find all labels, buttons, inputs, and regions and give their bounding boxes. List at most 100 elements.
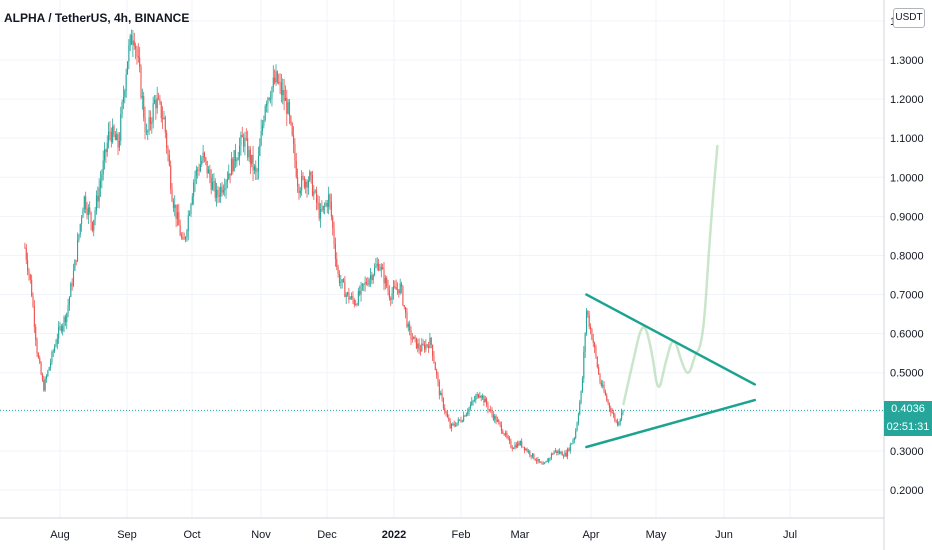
candle-body xyxy=(44,378,46,391)
candle-body xyxy=(180,235,183,238)
candle-body xyxy=(583,351,585,379)
candle-body xyxy=(108,131,110,143)
candle-body xyxy=(112,126,114,143)
candle-body xyxy=(63,316,65,326)
currency-unit-button[interactable]: USDT xyxy=(893,8,925,28)
candle-body xyxy=(517,442,519,448)
candle-body xyxy=(330,201,332,217)
candle-body xyxy=(101,174,103,182)
candle-body xyxy=(352,295,354,300)
candle-body xyxy=(411,338,413,340)
candle-body xyxy=(120,113,122,141)
time-tick-label: Mar xyxy=(511,529,530,541)
candle-body xyxy=(618,421,620,426)
candle-body xyxy=(225,181,227,189)
candle-body xyxy=(546,460,548,462)
candle-body xyxy=(139,57,141,67)
candle-body xyxy=(66,313,68,323)
candle-body xyxy=(68,297,71,306)
candle-body xyxy=(509,438,511,441)
candle-body xyxy=(407,324,409,327)
candle-body xyxy=(572,440,574,444)
candle-body xyxy=(133,40,135,46)
candle-body xyxy=(124,90,126,98)
candle-body xyxy=(95,195,98,211)
candle-body xyxy=(367,283,369,285)
candle-body xyxy=(482,395,484,398)
candle-body xyxy=(87,207,89,216)
candle-body xyxy=(418,343,420,350)
candle-body xyxy=(282,89,284,96)
candle-body xyxy=(434,362,436,371)
triangle-upper-line[interactable] xyxy=(585,293,757,386)
candle-body xyxy=(97,195,99,202)
time-tick-label: Nov xyxy=(251,529,271,541)
candle-body xyxy=(538,459,540,462)
candle-body xyxy=(395,287,397,290)
candle-body xyxy=(135,45,137,49)
price-tick-label: 1.1000 xyxy=(890,133,924,145)
candle-body xyxy=(195,169,197,177)
candle-body xyxy=(608,403,611,409)
candle-body xyxy=(490,409,492,411)
candle-body xyxy=(216,189,218,198)
candle-body xyxy=(60,326,62,332)
candle-body xyxy=(159,99,161,102)
candle-body xyxy=(151,121,153,124)
candle-body xyxy=(207,169,210,174)
price-tick-label: 0.3000 xyxy=(890,446,924,458)
candle-body xyxy=(467,411,469,414)
candle-body xyxy=(153,99,156,104)
candle-body xyxy=(592,339,594,343)
candle-body xyxy=(341,279,343,283)
candle-body xyxy=(347,292,349,295)
candle-body xyxy=(85,196,87,210)
candle-body xyxy=(267,98,269,105)
candle-body xyxy=(476,394,478,397)
candle-body xyxy=(359,290,361,295)
candle-body xyxy=(132,40,134,45)
candle-body xyxy=(449,421,451,429)
candle-body xyxy=(171,189,173,202)
candle-body xyxy=(463,415,465,421)
price-tick-label: 0.5000 xyxy=(890,368,924,380)
candle-body xyxy=(351,295,353,299)
candle-body xyxy=(210,177,212,190)
candle-body xyxy=(294,144,296,161)
candle-body xyxy=(48,367,50,371)
candle-body xyxy=(345,294,347,297)
candle-body xyxy=(379,269,381,271)
candle-body xyxy=(214,181,216,198)
candle-body xyxy=(179,225,181,236)
candle-body xyxy=(587,310,589,316)
candle-body xyxy=(413,336,415,340)
candle-body xyxy=(131,35,133,45)
candle-body xyxy=(483,395,485,403)
candle-body xyxy=(436,370,438,375)
candle-body xyxy=(91,222,93,231)
candle-body xyxy=(500,424,503,432)
candle-body xyxy=(302,175,304,178)
candle-body xyxy=(536,460,538,462)
candle-body xyxy=(182,237,184,239)
candle-body xyxy=(240,134,242,146)
candle-body xyxy=(59,326,61,328)
candle-body xyxy=(344,281,346,297)
candle-body xyxy=(284,97,287,101)
candle-body xyxy=(375,265,377,268)
candle-body xyxy=(444,407,446,412)
candle-body xyxy=(531,453,534,457)
candle-body xyxy=(83,196,85,210)
candle-body xyxy=(334,244,336,259)
candle-body xyxy=(361,283,363,286)
candle-body xyxy=(64,316,66,323)
candle-body xyxy=(333,227,335,245)
time-axis[interactable]: Aug Sep Oct Nov Dec 2022 Feb Mar Apr May Jun Jul xyxy=(50,529,797,541)
candle-body xyxy=(121,101,123,114)
candle-body xyxy=(272,77,274,88)
candle-body xyxy=(492,414,494,420)
triangle-lower-line[interactable] xyxy=(585,398,757,449)
time-tick-label: Apr xyxy=(582,529,599,541)
candle-body xyxy=(332,216,334,228)
